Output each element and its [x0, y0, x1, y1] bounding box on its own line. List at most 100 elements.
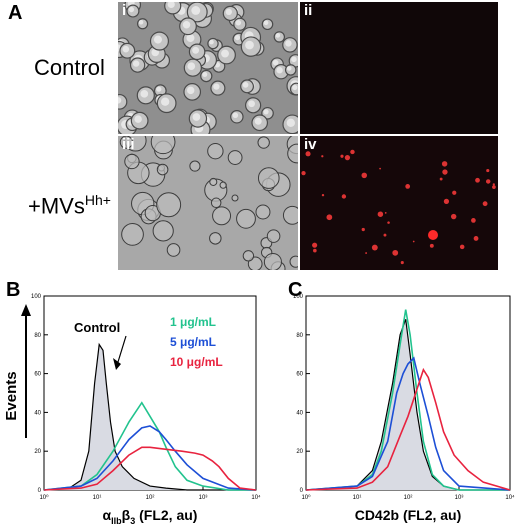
- control-area: [44, 344, 256, 490]
- fluorescent-spot: [486, 168, 490, 173]
- cell: [166, 243, 181, 257]
- cell-highlight: [191, 6, 201, 15]
- y-tick-label: 60: [34, 372, 41, 378]
- y-tick-label: 0: [38, 488, 42, 494]
- x-tick-label: 10²: [146, 495, 155, 501]
- cell-highlight: [118, 97, 122, 104]
- cell: [150, 136, 176, 155]
- cell-highlight: [254, 117, 262, 125]
- fluorescent-spot: [475, 177, 480, 183]
- cell-highlight: [285, 40, 292, 47]
- fluorescent-spot: [443, 198, 450, 204]
- fluorescent-spot: [379, 167, 381, 170]
- fluorescent-spot: [400, 261, 404, 265]
- x-tick-label: 10¹: [353, 495, 362, 501]
- chart-b: 10⁰ 10¹ 10² 10³ 10⁴ 0 20 40 60 80 100 αIIbβ3 (FL2, …: [3, 279, 261, 526]
- fluorescent-spot: [482, 201, 488, 207]
- x-tick-label: 10²: [404, 495, 413, 501]
- cell: [121, 223, 144, 246]
- cell-highlight: [122, 45, 130, 53]
- cell-highlight: [221, 49, 229, 58]
- fluorescent-spot: [371, 244, 378, 251]
- cell-highlight: [286, 66, 292, 71]
- cell: [242, 250, 255, 262]
- x-tick-label: 10³: [199, 495, 208, 501]
- cell: [231, 194, 239, 202]
- y-tick-label: 80: [34, 333, 41, 339]
- cell: [266, 229, 281, 243]
- legend-item-2: 5 μg/mL: [170, 335, 216, 349]
- x-tick-label: 10¹: [93, 495, 102, 501]
- cell-highlight: [153, 35, 162, 44]
- cell: [282, 205, 298, 225]
- cell: [189, 160, 201, 172]
- cell: [156, 192, 182, 218]
- fluorescent-spot: [326, 214, 333, 221]
- cell-highlight: [186, 34, 195, 43]
- fluorescent-spot: [321, 193, 325, 197]
- fluorescent-spot: [392, 249, 399, 256]
- cell-highlight: [275, 33, 281, 38]
- x-tick-label: 10⁴: [251, 494, 261, 501]
- fluorescent-spot: [387, 221, 390, 224]
- x-tick-label: 10³: [455, 495, 464, 501]
- cell: [255, 204, 271, 220]
- micrograph-control-fluorescence: ii: [300, 2, 498, 134]
- cell-highlight: [232, 112, 239, 119]
- cell-highlight: [272, 59, 279, 66]
- series-line-dose-2: [305, 356, 511, 491]
- fluorescent-spot: [452, 190, 457, 195]
- cell-highlight: [187, 86, 195, 95]
- cell: [212, 206, 232, 226]
- panel-letter-b: B: [6, 279, 20, 301]
- cell-highlight: [182, 21, 191, 29]
- cell-highlight: [276, 67, 283, 74]
- cell-highlight: [225, 8, 232, 16]
- control-annotation: Control: [74, 320, 120, 335]
- cell: [209, 177, 218, 186]
- fluorescent-spot: [429, 243, 434, 248]
- chart-c: 10⁰ 10¹ 10² 10³ 10⁴ 0 20 40 60 80 100 CD42b (FL2, a…: [288, 279, 515, 523]
- micrograph-mvs-fluorescence: iv: [300, 136, 498, 270]
- y-tick-label: 60: [296, 372, 303, 378]
- y-axis-label: Events: [3, 371, 20, 420]
- y-tick-label: 40: [296, 410, 303, 416]
- cell-highlight: [291, 56, 297, 63]
- fluorescent-spot: [313, 248, 317, 253]
- x-axis-label: αIIbβ3 (FL2, au): [103, 507, 198, 526]
- micrograph-mvs-brightfield: iii: [118, 136, 298, 270]
- cell-highlight: [138, 19, 144, 25]
- cell: [287, 143, 298, 164]
- micrograph-control-brightfield-image: [118, 2, 298, 134]
- cell-highlight: [192, 46, 200, 54]
- fluorescent-spot: [428, 230, 438, 240]
- panel-letter-a: A: [8, 2, 23, 24]
- fluorescent-spot: [361, 227, 365, 232]
- x-tick-label: 10⁰: [39, 494, 49, 501]
- micrograph-control-brightfield: i: [118, 2, 298, 134]
- series-line-dose-2: [43, 425, 257, 491]
- cell: [257, 136, 270, 149]
- x-tick-label: 10⁰: [301, 494, 311, 501]
- cell-highlight: [209, 39, 214, 45]
- series-line-control: [43, 342, 256, 491]
- cell-highlight: [292, 84, 298, 91]
- cell-highlight: [156, 86, 162, 92]
- series-line-dose-1: [43, 401, 256, 491]
- cell-highlight: [160, 97, 170, 106]
- y-tick-label: 20: [296, 449, 303, 455]
- annotation-arrowhead: [113, 358, 121, 370]
- subpanel-label-iv: iv: [304, 136, 317, 153]
- cell: [289, 255, 298, 268]
- cell-highlight: [128, 6, 135, 13]
- annotation-arrow: [117, 335, 127, 363]
- fluorescent-spot: [365, 252, 368, 254]
- cell: [152, 220, 174, 242]
- subpanel-label-ii: ii: [304, 2, 313, 19]
- fluorescent-spot: [441, 161, 448, 167]
- cell-highlight: [242, 82, 249, 88]
- row-label-mvs: +MVsHh+: [28, 192, 111, 219]
- row-label-control: Control: [34, 55, 105, 80]
- fluorescent-spot: [492, 185, 496, 190]
- cell-highlight: [213, 83, 220, 90]
